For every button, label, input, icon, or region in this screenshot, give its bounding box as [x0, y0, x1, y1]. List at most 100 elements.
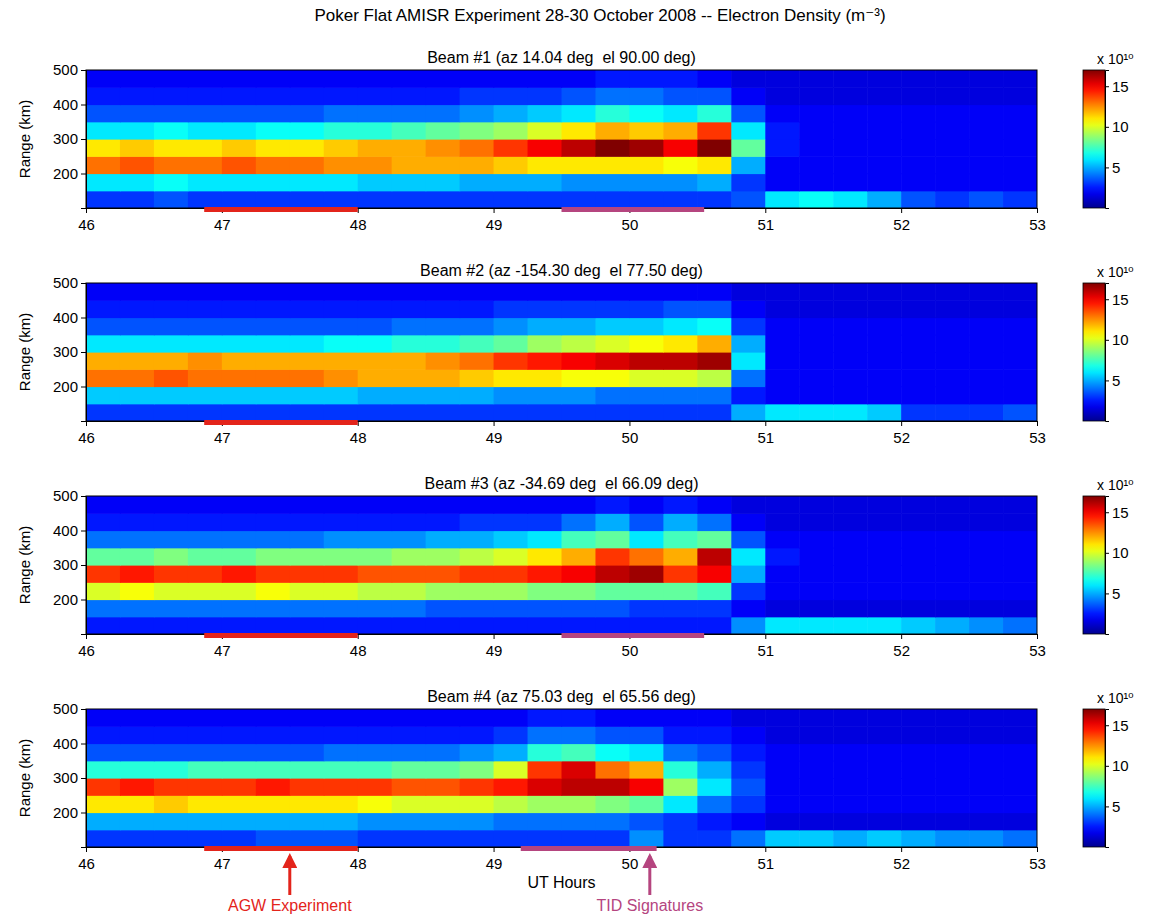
cell	[290, 122, 325, 140]
cell	[765, 565, 800, 583]
cell	[697, 513, 732, 531]
cell	[901, 582, 936, 600]
cell	[969, 548, 1004, 566]
cell	[120, 318, 155, 336]
cell	[256, 531, 291, 549]
y-tick-label: 400	[53, 735, 78, 752]
x-tick: 53	[1029, 634, 1046, 659]
cell	[833, 318, 868, 336]
colorbar-tick-label: 15	[1112, 291, 1129, 308]
cell	[663, 318, 698, 336]
cell	[595, 283, 630, 301]
cell	[629, 548, 664, 566]
cell	[663, 761, 698, 779]
cell	[935, 318, 970, 336]
cell	[154, 531, 189, 549]
cell	[697, 744, 732, 762]
cell	[392, 830, 427, 847]
cell	[358, 191, 393, 208]
cell	[358, 531, 393, 549]
cell	[799, 404, 834, 421]
cell	[1003, 318, 1037, 336]
cell	[867, 830, 902, 847]
cell	[969, 531, 1004, 549]
cell	[595, 318, 630, 336]
cell	[358, 174, 393, 192]
cell	[969, 600, 1004, 618]
cell	[528, 387, 563, 405]
cell	[358, 404, 393, 421]
cell	[562, 709, 597, 727]
y-tick: 300	[53, 769, 86, 786]
cell	[595, 830, 630, 847]
cell	[663, 139, 698, 157]
cell	[595, 105, 630, 123]
cell	[901, 139, 936, 157]
cell	[154, 617, 189, 634]
x-axis: 4647484950515253	[78, 421, 1046, 446]
cell	[765, 174, 800, 192]
cell	[935, 830, 970, 847]
cell	[494, 300, 529, 318]
y-axis-title: Range (km)	[16, 100, 33, 178]
x-tick-label: 47	[214, 855, 231, 872]
cell	[697, 582, 732, 600]
cell	[426, 813, 461, 831]
cell	[392, 300, 427, 318]
y-tick-mark	[81, 813, 86, 814]
cell	[392, 387, 427, 405]
cell	[867, 531, 902, 549]
cell	[86, 369, 121, 387]
cell	[290, 87, 325, 105]
cell	[392, 318, 427, 336]
x-tick-label: 48	[350, 855, 367, 872]
cell	[188, 531, 223, 549]
cell	[1003, 726, 1037, 744]
cell	[969, 709, 1004, 727]
y-tick: 400	[53, 309, 86, 326]
x-axis: 4647484950515253	[78, 634, 1046, 659]
cell	[731, 565, 766, 583]
cell	[358, 139, 393, 157]
cell	[799, 709, 834, 727]
cell	[426, 531, 461, 549]
cell	[256, 830, 291, 847]
cell	[188, 709, 223, 727]
cell	[731, 318, 766, 336]
cell	[358, 496, 393, 514]
cell	[256, 105, 291, 123]
cell	[663, 335, 698, 353]
cell	[663, 582, 698, 600]
cell	[222, 617, 257, 634]
cell	[765, 617, 800, 634]
cell	[833, 795, 868, 813]
cell	[256, 122, 291, 140]
cell	[460, 87, 495, 105]
cell	[935, 87, 970, 105]
cell	[392, 617, 427, 634]
colorbar-axis-line	[1106, 71, 1110, 209]
cell	[358, 387, 393, 405]
time-span	[562, 207, 705, 212]
cell	[358, 709, 393, 727]
cell	[969, 830, 1004, 847]
cell	[1003, 548, 1037, 566]
cell	[731, 761, 766, 779]
cell	[969, 513, 1004, 531]
cell	[426, 404, 461, 421]
colorbar-tick-mark	[1105, 553, 1109, 554]
cell	[222, 813, 257, 831]
cell	[120, 709, 155, 727]
cell	[392, 496, 427, 514]
plot-frame	[86, 709, 1037, 847]
y-tick-mark	[81, 709, 86, 710]
cell	[528, 174, 563, 192]
cell	[935, 70, 970, 88]
cell	[731, 191, 766, 208]
cell	[833, 726, 868, 744]
cell	[324, 156, 359, 174]
cell	[629, 795, 664, 813]
cell	[935, 813, 970, 831]
cell	[494, 191, 529, 208]
cell	[799, 496, 834, 514]
